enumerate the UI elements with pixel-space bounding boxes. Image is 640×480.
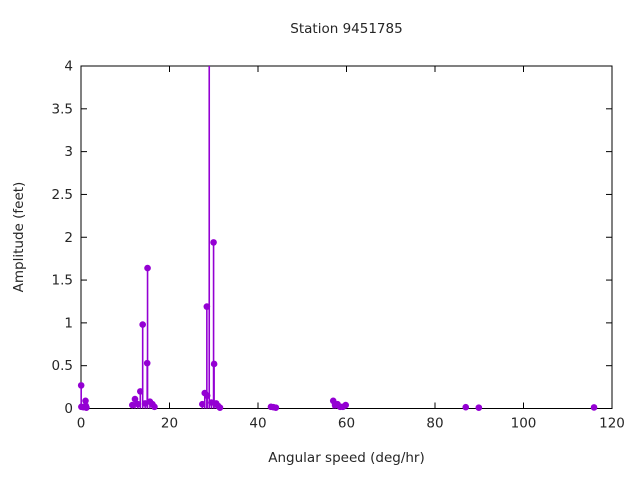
data-point <box>210 239 217 246</box>
y-tick-label: 2 <box>64 230 73 246</box>
data-point <box>77 382 85 389</box>
x-tick-label: 80 <box>426 416 443 432</box>
x-tick-label: 20 <box>161 416 178 432</box>
data-point <box>151 403 158 411</box>
y-tick-label: 0 <box>64 401 73 417</box>
data-point <box>272 404 280 411</box>
data-point <box>216 404 224 411</box>
plot-border <box>80 65 613 409</box>
data-point <box>131 395 139 403</box>
x-tick-label: 100 <box>511 416 537 432</box>
data-point <box>129 401 136 409</box>
data-point <box>83 404 90 411</box>
data-point <box>590 404 598 411</box>
data-point <box>475 404 483 411</box>
data-point <box>82 397 89 405</box>
chart-title: Station 9451785 <box>290 21 403 37</box>
y-tick-label: 4 <box>64 59 73 75</box>
y-tick-label: 3 <box>64 144 73 160</box>
data-point <box>342 401 350 409</box>
x-tick-label: 0 <box>77 416 86 432</box>
y-tick-label: 3.5 <box>52 101 73 117</box>
x-tick-label: 120 <box>599 416 625 432</box>
data-point <box>462 403 470 411</box>
x-tick-label: 60 <box>338 416 355 432</box>
y-tick-label: 1.5 <box>52 273 73 289</box>
y-tick-label: 0.5 <box>52 358 73 374</box>
y-tick-label: 1 <box>64 315 73 331</box>
x-tick-label: 40 <box>249 416 266 432</box>
data-point <box>210 360 218 368</box>
data-point <box>144 264 151 272</box>
data-point <box>139 321 146 328</box>
y-tick-label: 2.5 <box>52 187 73 203</box>
x-axis-label: Angular speed (deg/hr) <box>268 450 425 466</box>
